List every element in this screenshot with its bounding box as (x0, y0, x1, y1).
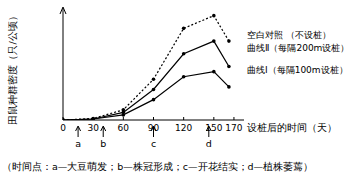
x-tick-label: 60 (118, 123, 130, 133)
y-axis-label: 田鼠种群密度（只/公顷） (7, 11, 18, 124)
series-marker (182, 52, 186, 56)
x-tick (153, 117, 154, 120)
x-tick (233, 117, 234, 120)
series-marker (227, 39, 231, 43)
series-line (63, 41, 229, 120)
series-marker (63, 118, 65, 120)
x-tick (213, 117, 214, 120)
series-marker (91, 117, 95, 120)
series-marker (91, 117, 95, 120)
plot-area (63, 14, 231, 120)
annotation: d (206, 138, 212, 149)
series-marker (152, 98, 156, 102)
x-tick-label: 120 (175, 123, 192, 133)
annotation-arrow (78, 127, 79, 137)
series-marker (212, 70, 216, 74)
series-line (63, 16, 229, 120)
series-marker (63, 118, 65, 120)
x-tick-label: 0 (60, 123, 66, 133)
annotation-arrowhead (151, 126, 156, 131)
legend-label: 空白对照 （不设桩） (247, 30, 331, 40)
series-marker (212, 14, 216, 18)
series-marker (63, 118, 65, 120)
annotation-arrowhead (76, 126, 81, 131)
series-marker (152, 88, 156, 92)
annotation: c (151, 138, 156, 149)
x-tick (183, 117, 184, 120)
series-marker (152, 77, 156, 81)
annotation-arrow (208, 127, 209, 137)
x-tick-label: 170 (225, 123, 242, 133)
legend-label: 曲线Ⅰ（每隔100m设桩） (247, 65, 348, 75)
y-axis (63, 8, 64, 120)
y-axis-arrow (60, 7, 66, 14)
annotation: a (75, 138, 81, 149)
series-marker (122, 113, 126, 117)
caption: （时间点：a—大豆萌发；b—株冠形成；c—开花结实；d—植株萎蔫） (2, 161, 313, 172)
annotation: b (100, 138, 106, 149)
x-tick-label: 30 (87, 123, 99, 133)
series-marker (227, 85, 231, 89)
x-tick (123, 117, 124, 120)
series-line (63, 72, 229, 120)
legend-label: 曲线Ⅱ（每隔200m设桩） (247, 43, 349, 53)
annotation-arrowhead (101, 126, 106, 131)
chart: 0306090120150170设桩后的时间（天）田鼠种群密度（只/公顷）空白对… (0, 0, 349, 177)
series-marker (182, 75, 186, 79)
series-marker (182, 27, 186, 31)
x-axis-label: 设桩后的时间（天） (247, 122, 337, 133)
annotation-arrow (103, 127, 104, 137)
annotation-arrow (153, 127, 154, 137)
series-marker (91, 117, 95, 120)
x-tick-label: 150 (205, 123, 222, 133)
annotation-arrowhead (206, 126, 211, 131)
series-marker (212, 39, 216, 43)
series-marker (227, 65, 231, 69)
